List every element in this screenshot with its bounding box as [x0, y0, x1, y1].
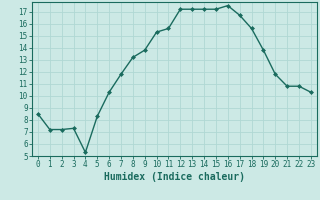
X-axis label: Humidex (Indice chaleur): Humidex (Indice chaleur)	[104, 172, 245, 182]
